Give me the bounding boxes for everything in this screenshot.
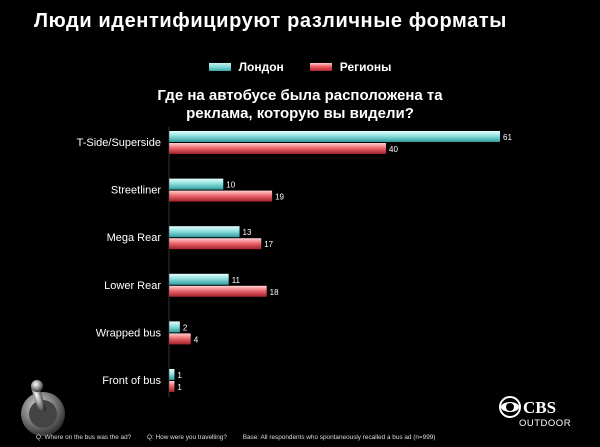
bar-london bbox=[169, 321, 180, 333]
category-label: T-Side/Superside bbox=[77, 137, 161, 149]
bar-regions bbox=[169, 285, 267, 297]
chart-title: Где на автобусе была расположена та рекл… bbox=[0, 87, 600, 123]
legend-label-london: Лондон bbox=[238, 60, 284, 74]
bar-value-label: 2 bbox=[183, 323, 188, 332]
chart-title-line-2: реклама, которую вы видели? bbox=[186, 105, 414, 122]
bar-value-label: 17 bbox=[264, 240, 273, 249]
lever-switch-icon bbox=[21, 380, 65, 436]
legend-item-london: Лондон bbox=[208, 60, 284, 74]
chart-legend: Лондон Регионы bbox=[0, 60, 600, 74]
bar-value-label: 13 bbox=[243, 228, 252, 237]
footer-base: Base: All respondents who spontaneously … bbox=[242, 434, 436, 441]
bar-value-label: 61 bbox=[503, 133, 512, 142]
logo-sub: OUTDOOR bbox=[519, 418, 572, 429]
bar-regions bbox=[169, 381, 175, 392]
chart-title-line-1: Где на автобусе была расположена та bbox=[157, 87, 443, 104]
footer-notes: Q: Where on the bus was the ad? Q: How w… bbox=[36, 434, 449, 441]
bar-value-label: 19 bbox=[275, 193, 284, 202]
legend-swatch-london bbox=[208, 63, 231, 71]
bar-value-label: 1 bbox=[177, 383, 182, 392]
bar-regions bbox=[169, 190, 273, 202]
category-label: Wrapped bus bbox=[96, 327, 162, 339]
bar-london bbox=[169, 273, 229, 285]
bar-london bbox=[169, 369, 175, 380]
bar-value-label: 4 bbox=[194, 335, 199, 344]
bar-value-label: 40 bbox=[389, 145, 398, 154]
bar-london bbox=[169, 226, 240, 238]
bar-london bbox=[169, 178, 224, 190]
category-label: Mega Rear bbox=[107, 232, 162, 244]
slide-title: Люди идентифицируют различные форматы bbox=[34, 10, 507, 32]
bar-value-label: 1 bbox=[177, 371, 182, 380]
category-label: Lower Rear bbox=[104, 280, 161, 292]
cbs-eye-icon bbox=[499, 396, 521, 418]
bar-value-label: 11 bbox=[232, 276, 241, 285]
legend-label-regions: Регионы bbox=[339, 60, 392, 74]
footer-q2: Q: How were you travelling? bbox=[147, 434, 227, 441]
bar-value-label: 10 bbox=[226, 181, 235, 190]
logo-name: CBS bbox=[523, 398, 557, 417]
category-label: Front of bus bbox=[102, 375, 161, 387]
bar-value-label: 18 bbox=[270, 288, 279, 297]
bar-regions bbox=[169, 238, 262, 250]
legend-swatch-regions bbox=[309, 63, 332, 71]
bar-regions bbox=[169, 143, 387, 154]
footer-q1: Q: Where on the bus was the ad? bbox=[36, 434, 132, 441]
category-label: Streetliner bbox=[111, 185, 161, 197]
legend-item-regions: Регионы bbox=[309, 60, 392, 74]
bar-regions bbox=[169, 333, 191, 345]
bar-london bbox=[169, 131, 500, 142]
